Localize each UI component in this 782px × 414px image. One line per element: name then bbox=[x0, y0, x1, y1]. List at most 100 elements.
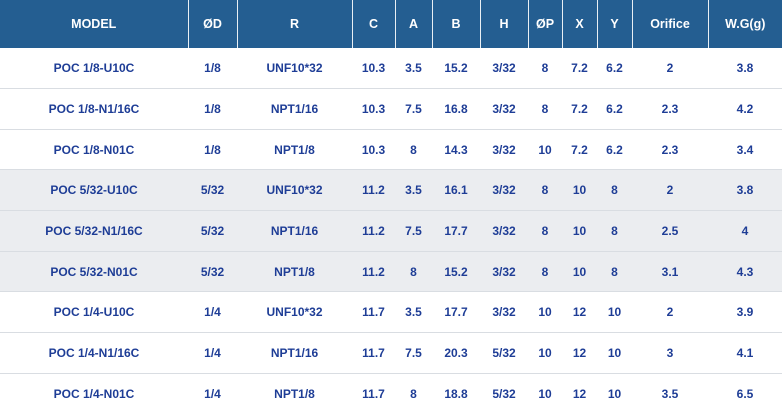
value-cell: 10.3 bbox=[352, 88, 395, 130]
value-cell: 3/32 bbox=[480, 88, 528, 130]
value-cell: 10 bbox=[562, 169, 597, 211]
value-cell: 5/32 bbox=[188, 169, 237, 211]
value-cell: 14.3 bbox=[432, 128, 480, 170]
model-cell: POC 5/32-N01C bbox=[0, 250, 188, 292]
value-cell: 3/32 bbox=[480, 210, 528, 252]
value-cell: 10.3 bbox=[352, 128, 395, 170]
value-cell: 11.2 bbox=[352, 210, 395, 252]
value-cell: 10 bbox=[528, 332, 562, 374]
table-row: POC 5/32-U10C 5/32 UNF10*32 11.2 3.5 16.1 3/32… bbox=[0, 169, 782, 211]
value-cell: 18.8 bbox=[432, 372, 480, 414]
value-cell: 3/32 bbox=[480, 291, 528, 333]
value-cell: 1/4 bbox=[188, 372, 237, 414]
value-cell: 3.5 bbox=[395, 291, 432, 333]
value-cell: 2 bbox=[632, 169, 708, 211]
value-cell: 8 bbox=[528, 169, 562, 211]
value-cell: 10 bbox=[597, 332, 632, 374]
value-cell: 17.7 bbox=[432, 210, 480, 252]
value-cell: 4.2 bbox=[708, 88, 782, 130]
value-cell: 1/8 bbox=[204, 61, 221, 76]
model-cell: POC 1/4-U10C bbox=[0, 291, 188, 333]
value-cell: 5/32 bbox=[480, 372, 528, 414]
value-cell: UNF10*32 bbox=[237, 169, 352, 211]
model-cell: POC 1/8-N1/16C bbox=[0, 88, 188, 130]
value-cell: 10 bbox=[562, 250, 597, 292]
value-cell: 11.2 bbox=[352, 169, 395, 211]
column-header-weight: W.G(g) bbox=[708, 0, 782, 48]
column-header-x: X bbox=[562, 0, 598, 48]
column-header-b: B bbox=[432, 0, 481, 48]
value-cell: 6.2 bbox=[597, 88, 632, 130]
value-cell: 8 bbox=[597, 210, 632, 252]
value-cell: 6.5 bbox=[708, 372, 782, 414]
value-cell: 5/32 bbox=[480, 332, 528, 374]
column-header-c: C bbox=[352, 0, 396, 48]
model-cell: POC 1/4-N1/16C bbox=[0, 332, 188, 374]
value-cell: 12 bbox=[562, 332, 597, 374]
model-cell: POC 1/4-N01C bbox=[0, 372, 188, 414]
column-header-orifice: Orifice bbox=[632, 0, 709, 48]
value-cell: 11.7 bbox=[352, 372, 395, 414]
value-cell: 3/32 bbox=[480, 128, 528, 170]
column-header-r: R bbox=[237, 0, 353, 48]
value-cell: NPT1/16 bbox=[237, 332, 352, 374]
value-cell: 3/32 bbox=[480, 169, 528, 211]
value-cell: 16.1 bbox=[432, 169, 480, 211]
column-header-h: H bbox=[480, 0, 529, 48]
value-cell: 1/4 bbox=[188, 291, 237, 333]
value-cell: 8 bbox=[395, 128, 432, 170]
column-header-model: MODEL bbox=[0, 0, 189, 48]
value-cell: 15.2 bbox=[432, 250, 480, 292]
value-cell: 8 bbox=[597, 250, 632, 292]
value-cell: 8 bbox=[528, 88, 562, 130]
table-row: POC 1/4-N01C 1/4 NPT1/8 11.7 8 18.8 5/32 10 12 10… bbox=[0, 372, 782, 414]
value-cell: 8 bbox=[541, 61, 549, 76]
value-cell: 8 bbox=[597, 169, 632, 211]
column-header-od: ØD bbox=[188, 0, 238, 48]
value-cell: 15.2 bbox=[444, 61, 468, 76]
value-cell: 8 bbox=[395, 250, 432, 292]
value-cell: NPT1/8 bbox=[237, 128, 352, 170]
value-cell: 2.3 bbox=[632, 88, 708, 130]
value-cell: 4 bbox=[708, 210, 782, 252]
value-cell: NPT1/8 bbox=[237, 250, 352, 292]
value-cell: 3/32 bbox=[492, 61, 516, 76]
value-cell: 10 bbox=[528, 128, 562, 170]
value-cell: 12 bbox=[562, 291, 597, 333]
value-cell: NPT1/16 bbox=[237, 88, 352, 130]
value-cell: 7.2 bbox=[571, 61, 588, 76]
value-cell: 10 bbox=[562, 210, 597, 252]
value-cell: 20.3 bbox=[432, 332, 480, 374]
value-cell: NPT1/8 bbox=[237, 372, 352, 414]
value-cell: 11.7 bbox=[352, 332, 395, 374]
value-cell: 10 bbox=[597, 372, 632, 414]
value-cell: 5/32 bbox=[188, 210, 237, 252]
value-cell: 2 bbox=[666, 61, 674, 76]
value-cell: 7.5 bbox=[395, 332, 432, 374]
value-cell: 5/32 bbox=[188, 250, 237, 292]
model-cell: POC 1/8-U10C bbox=[53, 61, 135, 76]
value-cell: 12 bbox=[562, 372, 597, 414]
value-cell: 1/4 bbox=[188, 332, 237, 374]
value-cell: 16.8 bbox=[432, 88, 480, 130]
table-row: POC 5/32-N01C 5/32 NPT1/8 11.2 8 15.2 3/32 8 10 8… bbox=[0, 250, 782, 292]
model-cell: POC 1/8-N01C bbox=[0, 128, 188, 170]
value-cell: 10 bbox=[597, 291, 632, 333]
value-cell: 8 bbox=[528, 210, 562, 252]
table-row: POC 1/8-U10C 1/8 UNF10*32 10.3 3.5 15.2 3/32 8 7… bbox=[0, 48, 782, 89]
value-cell: 11.2 bbox=[352, 250, 395, 292]
value-cell: 3 bbox=[632, 332, 708, 374]
value-cell: 3/32 bbox=[480, 250, 528, 292]
value-cell: 6.2 bbox=[597, 128, 632, 170]
value-cell: 10.3 bbox=[361, 61, 386, 76]
table-row: POC 1/8-N01C 1/8 NPT1/8 10.3 8 14.3 3/32 10 7.2 6… bbox=[0, 128, 782, 170]
value-cell: 4.3 bbox=[708, 250, 782, 292]
value-cell: 3.9 bbox=[708, 291, 782, 333]
model-cell: POC 5/32-U10C bbox=[0, 169, 188, 211]
value-cell: 3.1 bbox=[632, 250, 708, 292]
value-cell: 2 bbox=[632, 291, 708, 333]
column-header-a: A bbox=[395, 0, 433, 48]
value-cell: 3.5 bbox=[395, 169, 432, 211]
value-cell: 8 bbox=[395, 372, 432, 414]
